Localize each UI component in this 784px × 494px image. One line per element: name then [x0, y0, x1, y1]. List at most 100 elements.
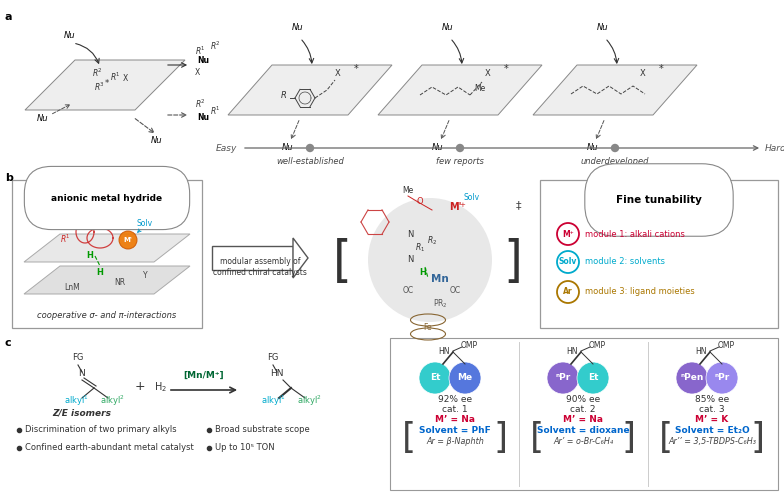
Text: cat. 1: cat. 1: [442, 405, 468, 414]
Text: module 2: solvents: module 2: solvents: [585, 257, 665, 266]
Text: ‡: ‡: [515, 200, 521, 210]
Text: ]: ]: [622, 421, 636, 455]
Text: Fe: Fe: [423, 323, 432, 331]
Text: Nu: Nu: [282, 143, 294, 152]
Text: [: [: [659, 421, 673, 455]
Text: HN: HN: [270, 369, 284, 378]
Text: ⁿPen: ⁿPen: [681, 373, 704, 382]
FancyBboxPatch shape: [390, 338, 778, 490]
FancyBboxPatch shape: [540, 180, 778, 328]
Text: Ar’ = o-Br-C₆H₄: Ar’ = o-Br-C₆H₄: [553, 437, 613, 446]
Text: Nu: Nu: [587, 143, 599, 152]
Text: Discrimination of two primary alkyls: Discrimination of two primary alkyls: [25, 425, 176, 435]
Text: Solvent = dioxane: Solvent = dioxane: [537, 426, 630, 435]
Text: OMP: OMP: [717, 341, 735, 351]
Text: M’ = K: M’ = K: [695, 415, 728, 424]
Text: Solv: Solv: [559, 257, 577, 266]
Text: Up to 10⁵ TON: Up to 10⁵ TON: [215, 444, 274, 453]
Text: FG: FG: [72, 353, 84, 362]
Text: ]: ]: [751, 421, 765, 455]
Text: *: *: [659, 64, 663, 74]
Text: M': M': [124, 237, 132, 243]
Text: confined chiral catalysts: confined chiral catalysts: [213, 268, 307, 277]
Text: *: *: [105, 79, 109, 88]
Text: Nu: Nu: [151, 136, 163, 145]
Text: HN: HN: [695, 347, 707, 357]
Text: Nu: Nu: [292, 23, 303, 32]
Text: Solv: Solv: [464, 193, 480, 202]
Text: Nu: Nu: [197, 56, 209, 65]
Circle shape: [547, 362, 579, 394]
Text: [: [: [402, 421, 416, 455]
Text: c: c: [5, 338, 12, 348]
Polygon shape: [378, 65, 542, 115]
Text: Broad substrate scope: Broad substrate scope: [215, 425, 310, 435]
Text: $R^1$: $R^1$: [110, 71, 121, 83]
Text: 90% ee: 90% ee: [566, 395, 600, 404]
Text: ⁿPr: ⁿPr: [555, 373, 571, 382]
Circle shape: [449, 362, 481, 394]
Text: few reports: few reports: [436, 157, 484, 166]
Text: X: X: [640, 69, 646, 78]
Text: H: H: [96, 268, 103, 277]
Text: N: N: [407, 230, 413, 239]
Circle shape: [419, 362, 451, 394]
Text: N: N: [407, 255, 413, 264]
Text: $R_1$: $R_1$: [415, 241, 425, 253]
Text: b: b: [5, 173, 13, 183]
Circle shape: [456, 145, 463, 152]
Polygon shape: [24, 234, 190, 262]
Text: HN: HN: [567, 347, 578, 357]
Text: X: X: [195, 68, 200, 77]
Text: HN: HN: [438, 347, 450, 357]
Text: Hard: Hard: [765, 143, 784, 153]
Text: cooperative σ- and π-interactions: cooperative σ- and π-interactions: [38, 311, 176, 320]
Text: $R^2$: $R^2$: [210, 40, 221, 52]
Text: N: N: [78, 369, 85, 378]
Text: FG: FG: [267, 353, 278, 362]
Circle shape: [706, 362, 738, 394]
Text: $R^1$: $R^1$: [195, 44, 206, 57]
Text: $R^1$: $R^1$: [210, 105, 221, 117]
Text: Y: Y: [143, 271, 147, 280]
Text: Ar = β-Naphth: Ar = β-Naphth: [426, 437, 484, 446]
Text: Solvent = PhF: Solvent = PhF: [419, 426, 491, 435]
Text: ]: ]: [494, 421, 508, 455]
Text: [Mn/M⁺]: [Mn/M⁺]: [183, 371, 224, 380]
Text: X: X: [485, 69, 491, 78]
Circle shape: [557, 281, 579, 303]
Text: alkyl$^1$: alkyl$^1$: [64, 394, 89, 408]
Text: M⁺: M⁺: [562, 230, 574, 239]
Text: ⁿPr: ⁿPr: [714, 373, 730, 382]
Text: M’ = Na: M’ = Na: [563, 415, 603, 424]
Circle shape: [368, 198, 492, 322]
Text: Nu: Nu: [197, 113, 209, 122]
Polygon shape: [533, 65, 697, 115]
Text: +: +: [459, 202, 465, 208]
Text: OC: OC: [402, 286, 414, 295]
Text: OMP: OMP: [589, 341, 605, 351]
Polygon shape: [293, 238, 308, 278]
Text: 92% ee: 92% ee: [438, 395, 472, 404]
Text: OC: OC: [449, 286, 460, 295]
Text: cat. 3: cat. 3: [699, 405, 725, 414]
Text: ]: ]: [503, 238, 522, 286]
Text: module 1: alkali cations: module 1: alkali cations: [585, 230, 685, 239]
Text: *: *: [503, 64, 508, 74]
Circle shape: [676, 362, 708, 394]
Text: H: H: [86, 251, 93, 260]
Text: H$_2$: H$_2$: [154, 380, 166, 394]
Text: module 3: ligand moieties: module 3: ligand moieties: [585, 288, 695, 296]
Text: Et: Et: [430, 373, 441, 382]
Circle shape: [612, 145, 619, 152]
Text: Et: Et: [588, 373, 598, 382]
Text: Solv: Solv: [137, 219, 153, 228]
Text: Z/E isomers: Z/E isomers: [53, 409, 111, 418]
Text: +: +: [135, 380, 145, 393]
Text: Easy: Easy: [216, 143, 237, 153]
Text: underdeveloped: underdeveloped: [581, 157, 649, 166]
Text: X: X: [335, 69, 341, 78]
FancyBboxPatch shape: [212, 246, 293, 270]
Circle shape: [557, 223, 579, 245]
Text: Me: Me: [457, 373, 473, 382]
